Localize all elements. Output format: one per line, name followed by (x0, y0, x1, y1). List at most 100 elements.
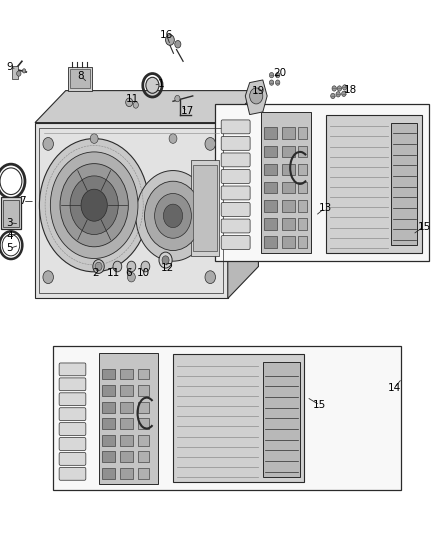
Bar (263, 362, 300, 477)
Text: 10: 10 (137, 268, 150, 278)
Circle shape (22, 69, 26, 73)
FancyBboxPatch shape (59, 423, 86, 435)
Bar (282, 236, 295, 248)
Circle shape (39, 139, 149, 272)
Bar (138, 468, 149, 479)
Bar (191, 160, 219, 256)
Text: 16: 16 (160, 30, 173, 39)
Circle shape (126, 98, 133, 107)
Circle shape (145, 181, 201, 251)
Bar (120, 451, 133, 462)
Bar (298, 164, 307, 175)
Circle shape (127, 261, 136, 272)
Text: 2: 2 (92, 268, 99, 278)
Text: 7: 7 (19, 197, 26, 206)
Bar (3, 200, 19, 227)
Bar (264, 236, 277, 248)
FancyBboxPatch shape (221, 153, 250, 167)
Circle shape (175, 95, 180, 102)
Circle shape (337, 86, 342, 91)
Bar (138, 435, 149, 446)
Bar (138, 418, 149, 429)
Text: 8: 8 (78, 71, 85, 81)
Bar (298, 127, 307, 139)
Bar (282, 146, 295, 157)
FancyBboxPatch shape (59, 438, 86, 450)
Text: 9: 9 (6, 62, 13, 71)
Bar (264, 146, 277, 157)
FancyBboxPatch shape (221, 186, 250, 200)
FancyBboxPatch shape (221, 236, 250, 249)
Circle shape (336, 92, 340, 97)
FancyBboxPatch shape (221, 219, 250, 233)
Bar (102, 385, 115, 396)
Circle shape (331, 93, 335, 99)
Circle shape (205, 138, 215, 150)
Bar (120, 385, 133, 396)
FancyBboxPatch shape (59, 453, 86, 465)
Bar (282, 164, 295, 175)
Circle shape (342, 91, 346, 96)
Circle shape (95, 262, 102, 271)
Circle shape (166, 35, 174, 45)
Circle shape (43, 138, 53, 150)
Bar (298, 146, 307, 157)
Circle shape (269, 80, 274, 85)
Bar (99, 353, 158, 484)
FancyBboxPatch shape (221, 136, 250, 150)
Bar (264, 200, 277, 212)
FancyBboxPatch shape (221, 169, 250, 183)
FancyBboxPatch shape (221, 203, 250, 216)
Bar (298, 200, 307, 212)
Bar (264, 218, 277, 230)
Circle shape (159, 252, 172, 268)
Text: 17: 17 (181, 106, 194, 116)
Text: 6: 6 (125, 268, 132, 278)
Circle shape (250, 88, 263, 104)
Circle shape (162, 256, 169, 264)
Text: 3: 3 (6, 218, 13, 228)
FancyBboxPatch shape (59, 363, 86, 376)
Circle shape (343, 85, 347, 90)
Polygon shape (35, 91, 258, 123)
Circle shape (93, 260, 104, 273)
Bar (298, 182, 307, 193)
Text: 11: 11 (126, 94, 139, 103)
Circle shape (146, 77, 159, 93)
Circle shape (70, 176, 118, 235)
Bar (326, 115, 422, 253)
Bar (138, 369, 149, 379)
Bar (264, 127, 277, 139)
Text: 12: 12 (161, 263, 174, 272)
Circle shape (50, 152, 138, 259)
Bar (120, 369, 133, 379)
Bar (102, 435, 115, 446)
Polygon shape (245, 80, 267, 115)
Bar (264, 164, 277, 175)
Bar (102, 418, 115, 429)
Text: 14: 14 (388, 383, 401, 393)
Bar (102, 468, 115, 479)
Circle shape (155, 193, 191, 238)
Bar (282, 218, 295, 230)
Bar (173, 354, 304, 482)
Bar (193, 165, 217, 251)
Circle shape (163, 204, 183, 228)
Bar (120, 402, 133, 413)
Circle shape (175, 41, 181, 48)
Circle shape (169, 134, 177, 143)
Text: 4: 4 (6, 231, 13, 240)
Bar (70, 69, 90, 88)
Text: 18: 18 (344, 85, 357, 94)
Circle shape (60, 164, 128, 247)
Bar (391, 123, 417, 245)
Circle shape (90, 134, 98, 143)
Bar (120, 435, 133, 446)
Circle shape (136, 171, 210, 261)
Bar (282, 182, 295, 193)
Bar (1, 197, 21, 229)
FancyBboxPatch shape (59, 378, 86, 391)
Polygon shape (35, 123, 228, 298)
Bar (138, 402, 149, 413)
Circle shape (43, 271, 53, 284)
